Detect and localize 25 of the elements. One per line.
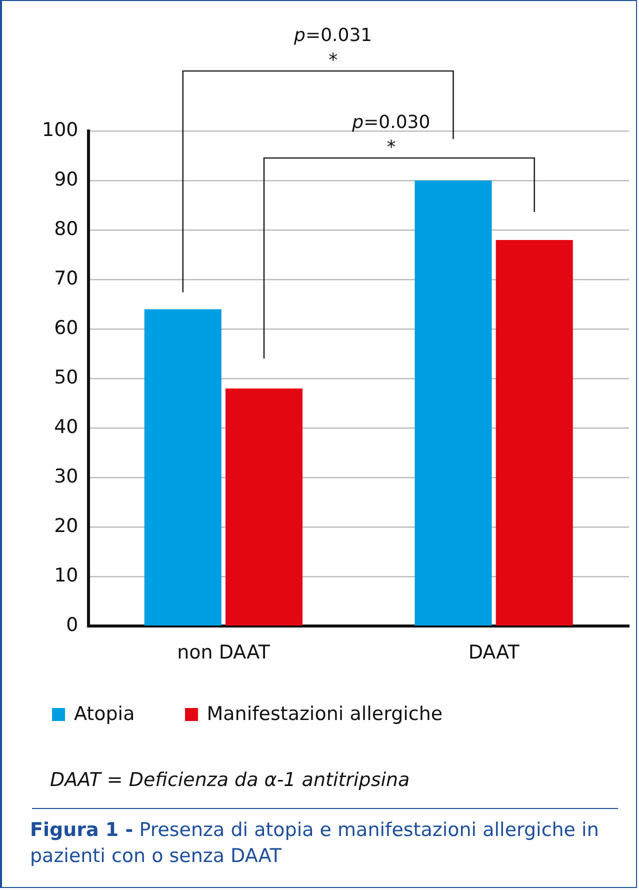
x-tick-label: DAAT: [468, 642, 520, 664]
text: p=0.031: [293, 25, 372, 46]
y-tick-label: 70: [54, 267, 78, 290]
legend-label: Atopia: [74, 703, 135, 725]
y-tick-label: 20: [54, 515, 78, 538]
bar: [144, 309, 222, 626]
y-tick-label: 60: [54, 317, 78, 340]
y-tick-label: 30: [54, 466, 78, 488]
bar: [414, 180, 492, 626]
text: *: [328, 50, 338, 71]
x-tick-label: non DAAT: [177, 642, 270, 664]
bar: [225, 388, 303, 626]
y-tick-label: 40: [54, 416, 78, 438]
y-tick-label: 10: [54, 564, 78, 587]
legend-label: Manifestazioni allergiche: [206, 703, 443, 725]
y-tick-label: 0: [66, 614, 78, 636]
text: DAAT = Deficienza da α-1 antitripsina: [50, 769, 410, 791]
y-tick-label: 80: [54, 218, 78, 240]
bar: [496, 240, 573, 626]
text: Figura 1 - Presenza di atopia e manifestazioni allergiche in pazienti con o senza DAAT: [30, 818, 600, 869]
y-tick-label: 50: [54, 366, 78, 389]
y-tick-label: 100: [42, 118, 78, 141]
annotation: p=0.030: [351, 112, 430, 133]
y-tick-label: 90: [54, 168, 78, 190]
annotation: *: [386, 137, 396, 158]
